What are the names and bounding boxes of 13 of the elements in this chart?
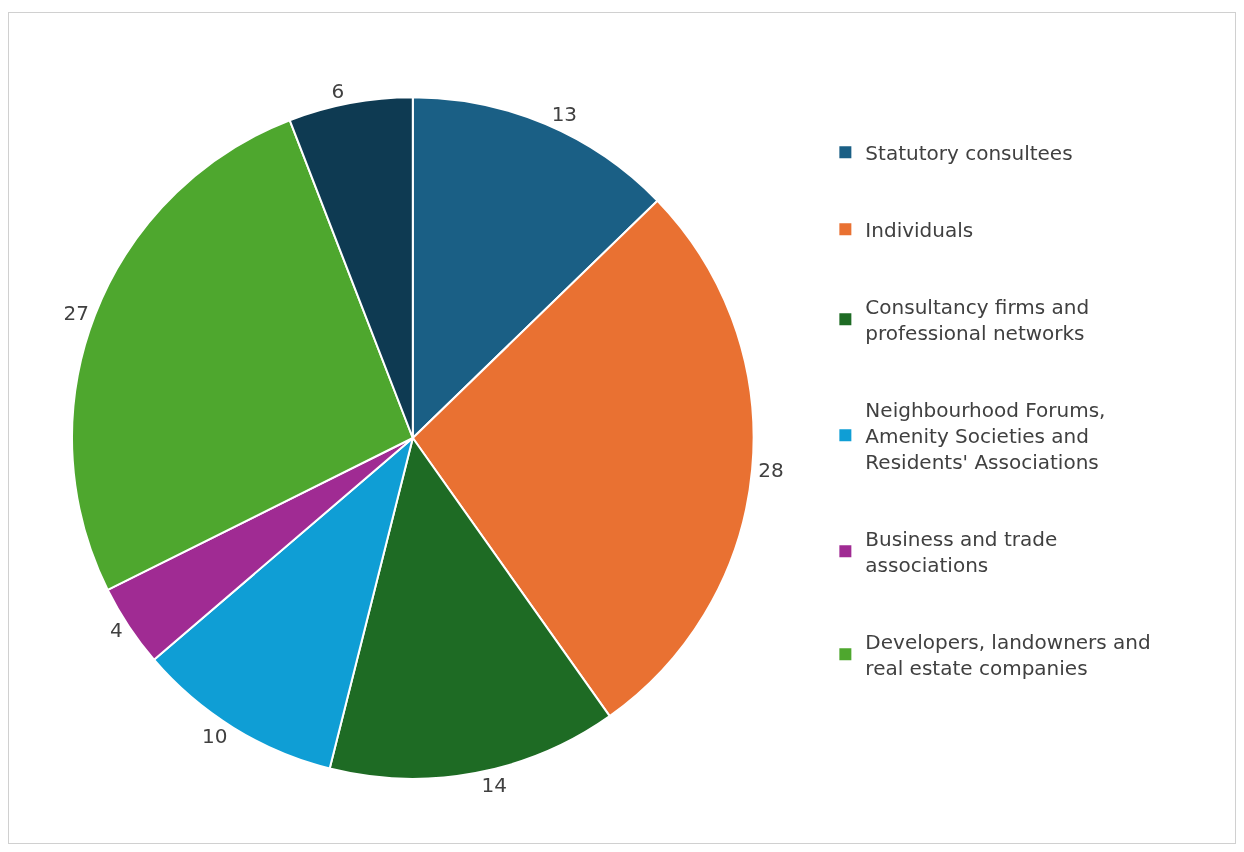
legend-label: Business and trade associations [865, 527, 1058, 577]
data-label: 4 [109, 617, 123, 642]
legend-label: Individuals [865, 218, 974, 242]
legend-label: Developers, landowners and real estate companies [865, 630, 1151, 680]
legend-label: Neighbourhood Forums, Amenity Societies and Residents' Associations [865, 398, 1106, 474]
data-label: 27 [63, 301, 90, 326]
data-label: 10 [201, 724, 228, 749]
data-label: 28 [758, 457, 784, 482]
legend-label: Statutory consultees [865, 141, 1073, 165]
data-label: 13 [551, 101, 578, 126]
data-label: 6 [331, 79, 345, 104]
legend-label: Consultancy firms and professional networks [865, 295, 1090, 345]
data-label: 14 [481, 772, 507, 797]
